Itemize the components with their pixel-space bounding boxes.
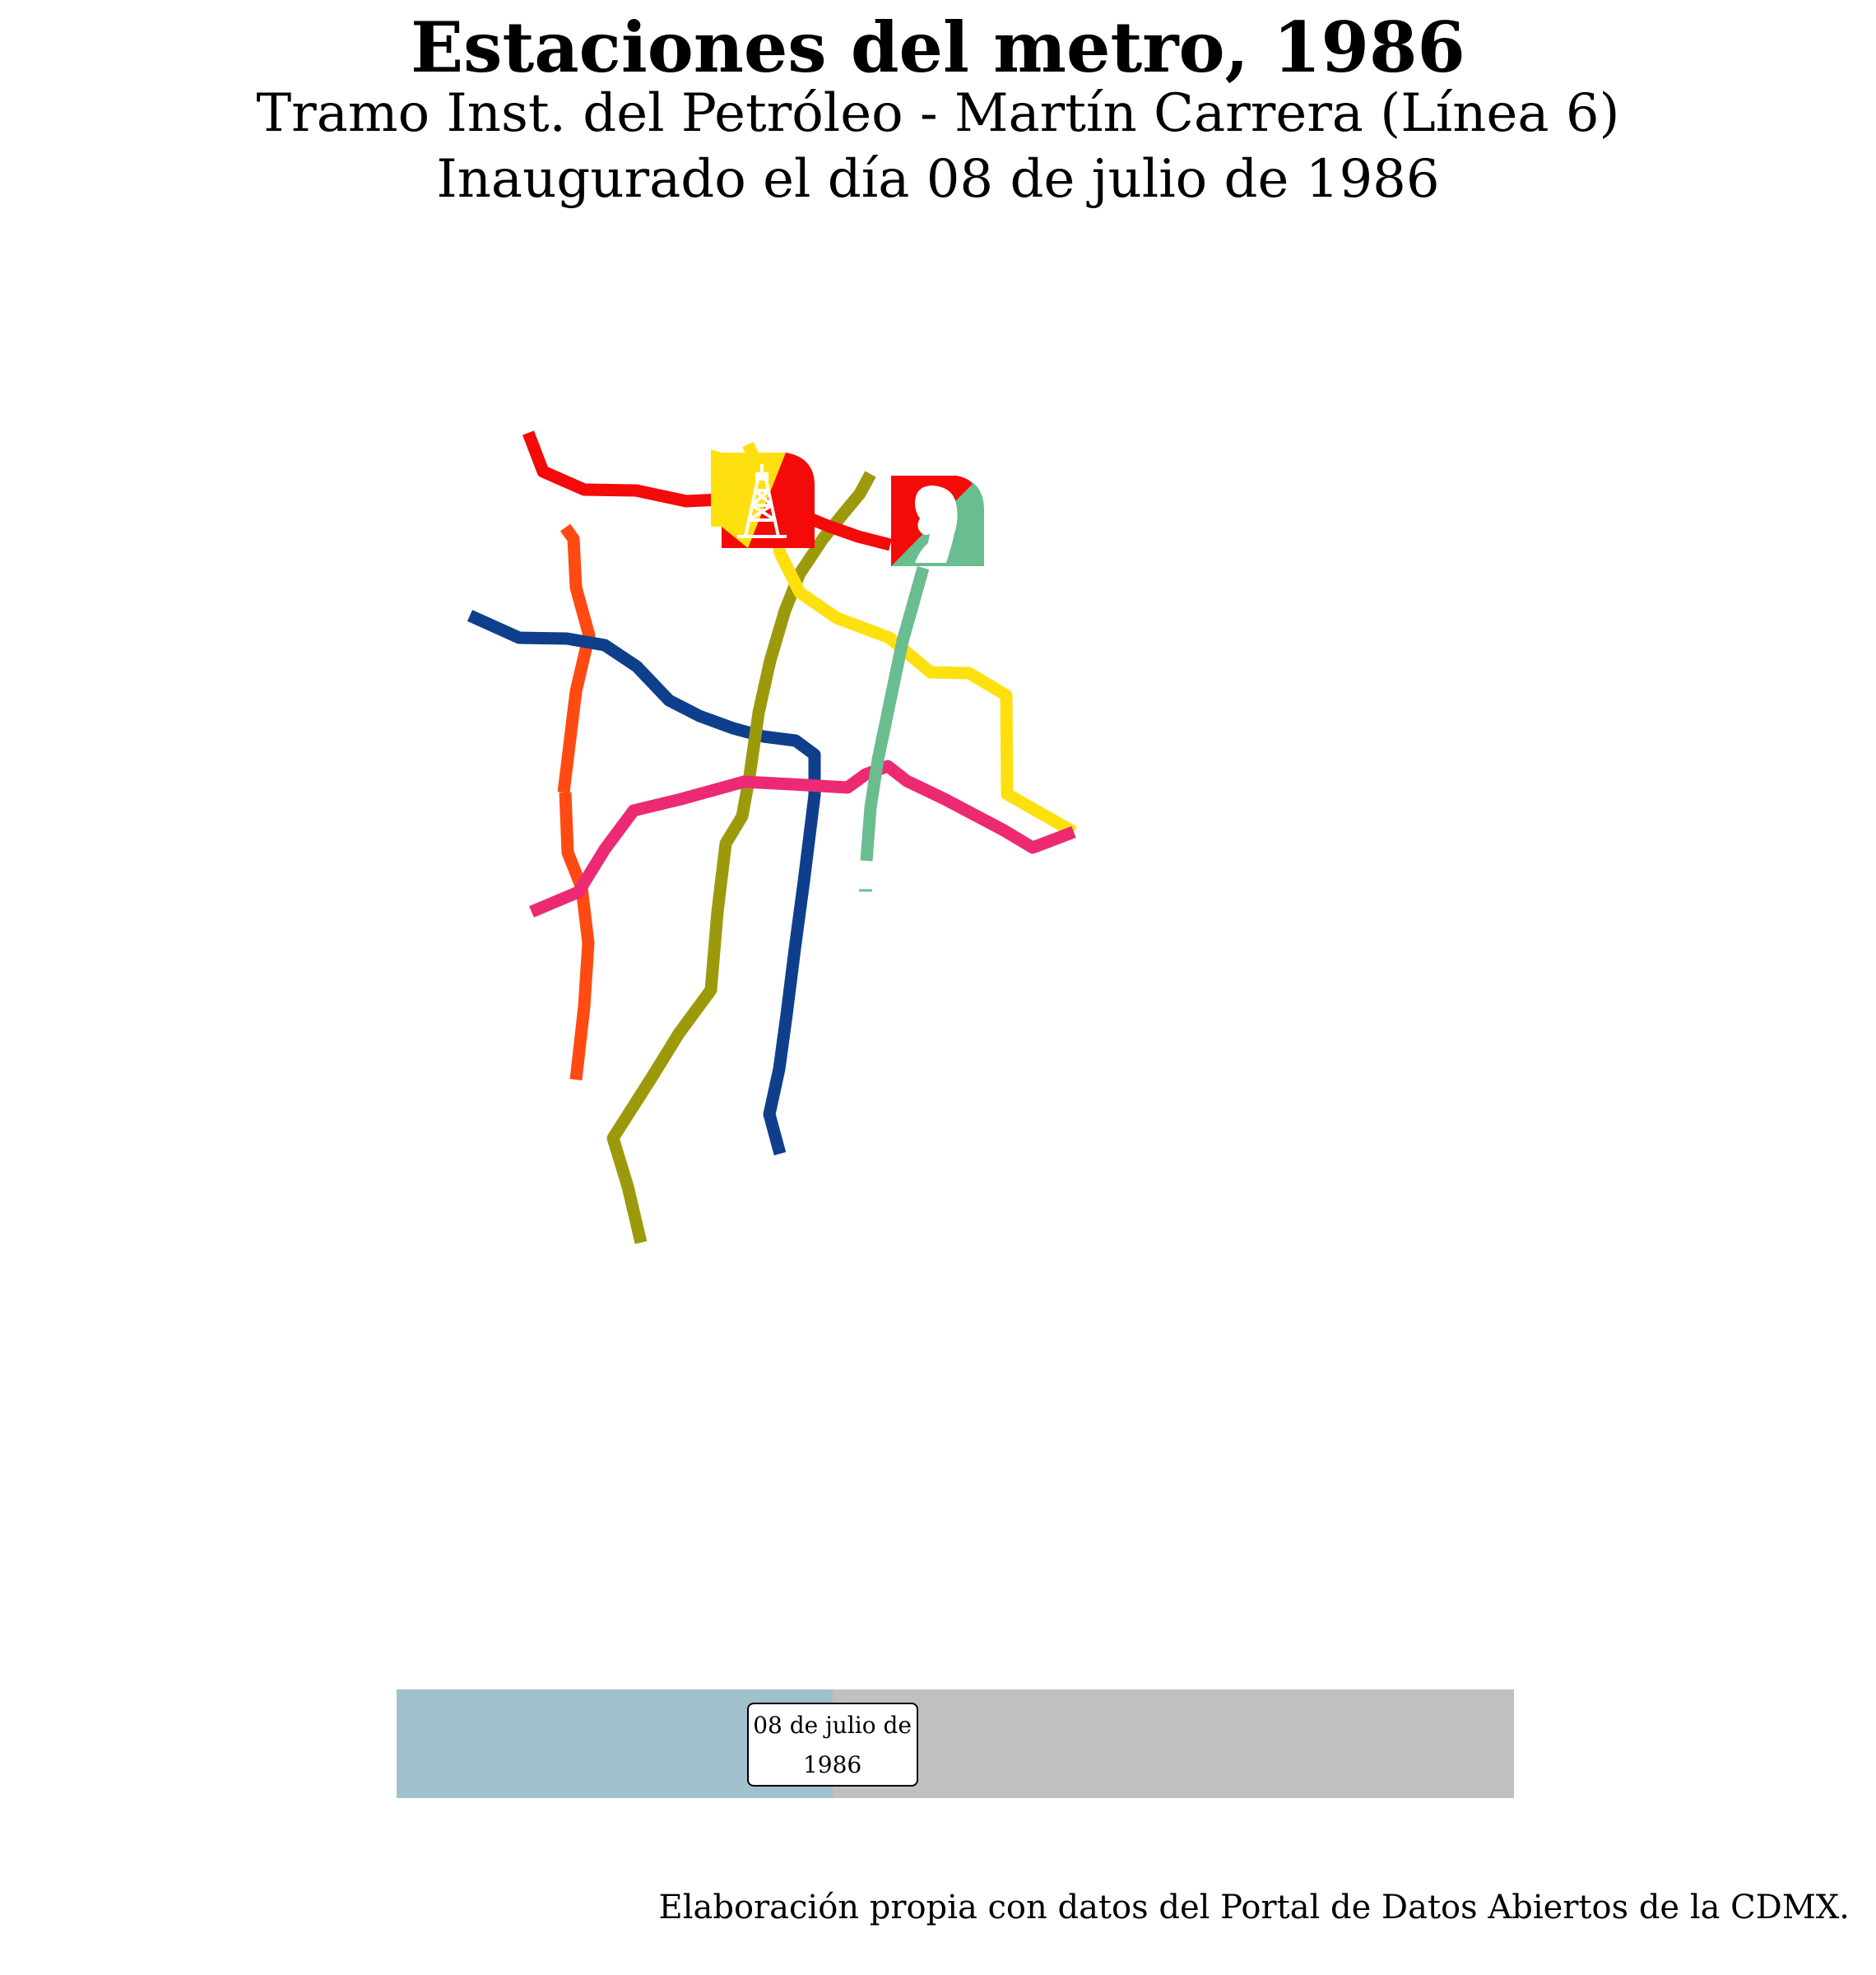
inauguration-date-text: Inaugurado el día 08 de julio de 1986 (436, 149, 1440, 210)
current-date-line1: 08 de julio de (753, 1712, 912, 1739)
page-title: Estaciones del metro, 1986 (411, 7, 1465, 88)
metro-line-red (522, 430, 892, 551)
station-instituto-del-petroleo[interactable] (711, 449, 815, 548)
metro-line-orange (557, 523, 596, 793)
station-martin-carrera[interactable] (891, 476, 984, 566)
portrait-icon (915, 486, 958, 563)
page-subtitle: Tramo Inst. del Petróleo - Martín Carrer… (256, 83, 1620, 144)
current-date-label: 08 de julio de 1986 (746, 1703, 918, 1787)
metro-line-green (860, 565, 930, 862)
current-date-line2: 1986 (802, 1751, 862, 1778)
metro-line-pink (529, 760, 1076, 918)
metro-line-olive (606, 471, 876, 1244)
source-caption: Elaboración propia con datos del Portal … (658, 1889, 1850, 1926)
timeline-bar: 08 de julio de 1986 (397, 1689, 1514, 1798)
metro-line-orange-south (559, 792, 595, 1080)
oil-derrick-icon (737, 464, 787, 538)
metro-line-blue (467, 610, 821, 1155)
